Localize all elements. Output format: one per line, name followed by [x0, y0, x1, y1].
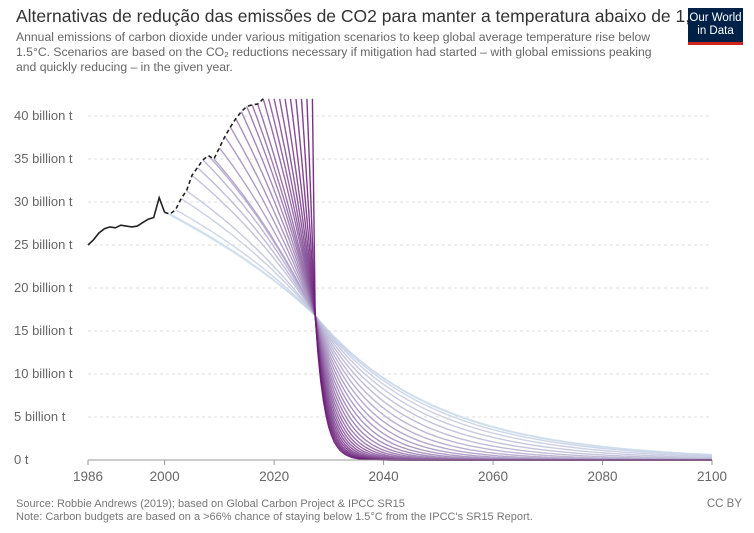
logo-line-1: Our World [689, 12, 742, 24]
historical-line-solid [87, 195, 166, 246]
budget-note: Note: Carbon budgets are based on a >66%… [16, 511, 533, 523]
scenario-line-2001 [169, 213, 713, 456]
scenario-line-2016 [251, 104, 712, 461]
footer: Source: Robbie Andrews (2019); based on … [16, 498, 533, 524]
y-tick-label: 40 billion t [14, 108, 73, 123]
y-tick-label: 5 billion t [14, 409, 66, 424]
x-tick-label: 2080 [588, 469, 618, 484]
x-tick-label: 1986 [73, 469, 103, 484]
y-tick-label: 35 billion t [14, 151, 73, 166]
scenario-line-2002 [175, 209, 713, 457]
x-tick-label: 2040 [369, 469, 399, 484]
logo-line-2: in Data [697, 25, 734, 37]
scenario-line-2021 [278, 98, 712, 461]
y-axis-ticks: 0 t 5 billion t 10 billion t 15 billion t 20… [14, 108, 73, 467]
scenario-line-2015 [246, 106, 712, 461]
source-note: Source: Robbie Andrews (2019); based on … [16, 498, 405, 510]
scenario-line-2006 [197, 167, 712, 460]
license-link[interactable]: CC BY [706, 498, 742, 510]
scenario-lines [164, 98, 713, 461]
scenario-line-2024 [295, 98, 712, 461]
scenario-line-2025 [300, 98, 712, 461]
y-tick-label: 20 billion t [14, 280, 73, 295]
x-tick-label: 2100 [697, 469, 727, 484]
owid-logo[interactable]: Our World in Data [688, 8, 743, 45]
scenario-line-2003 [180, 198, 713, 458]
scenario-line-2004 [186, 190, 713, 459]
emissions-chart: 0 t 5 billion t 10 billion t 15 billion t 20… [14, 98, 727, 484]
y-tick-label: 0 t [14, 452, 29, 467]
y-tick-label: 10 billion t [14, 366, 73, 381]
scenario-line-2023 [289, 98, 712, 461]
chart-title: Alternativas de redução das emissões de … [16, 6, 724, 26]
scenario-line-2005 [191, 174, 713, 460]
x-tick-label: 2000 [150, 469, 180, 484]
scenario-line-2026 [306, 98, 712, 461]
y-tick-label: 25 billion t [14, 237, 73, 252]
historical-line [87, 98, 264, 246]
chart-subtitle: Annual emissions of carbon dioxide under… [16, 30, 652, 74]
x-tick-label: 2020 [259, 469, 289, 484]
scenario-line-2022 [284, 98, 712, 461]
scenario-line-2000 [164, 211, 713, 456]
y-tick-label: 30 billion t [14, 194, 73, 209]
x-tick-label: 2060 [478, 469, 508, 484]
x-axis-ticks: 1986 2000 2020 2040 2060 2080 2100 [73, 460, 727, 484]
y-tick-label: 15 billion t [14, 323, 73, 338]
grid-lines [88, 115, 712, 418]
scenario-line-2009 [213, 158, 712, 461]
